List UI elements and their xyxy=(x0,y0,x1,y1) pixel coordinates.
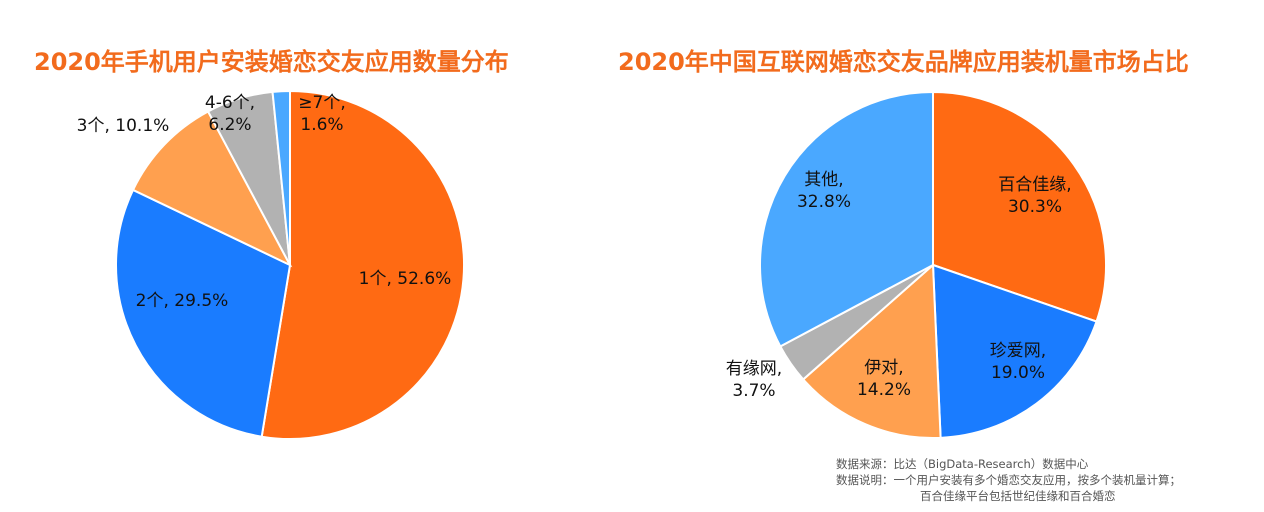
note-line-1: 数据说明：一个用户安装有多个婚恋交友应用，按多个装机量计算； xyxy=(836,473,1181,487)
pie-0-slice-1 xyxy=(115,188,292,438)
pie-1-slice-1 xyxy=(931,263,1098,439)
left-chart-title: 2020年手机用户安装婚恋交友应用数量分布 xyxy=(34,48,509,76)
pie-0-label-2: 3个, 10.1% xyxy=(77,116,170,136)
pie-1-label-0: 百合佳缘, 30.3% xyxy=(998,175,1071,217)
source-line: 数据来源：比达（BigData-Research）数据中心 xyxy=(836,457,1089,471)
pie-1-slice-0 xyxy=(932,90,1107,323)
pie-1-slice-2 xyxy=(801,262,942,439)
pie-0-slice-4 xyxy=(271,89,291,266)
pie-0-label-0: 1个, 52.6% xyxy=(359,269,452,289)
pie-0-slice-0 xyxy=(260,89,466,440)
note-line-2: 百合佳缘平台包括世纪佳缘和百合婚恋 xyxy=(920,489,1116,503)
right-chart-title: 2020年中国互联网婚恋交友品牌应用装机量市场占比 xyxy=(618,48,1189,76)
pie-0-slice-2 xyxy=(131,110,293,268)
pie-0-label-1: 2个, 29.5% xyxy=(136,291,229,311)
left-pie: 1个, 52.6% 2个, 29.5% 3个, 10.1% 4-6个, 6.2% ≥7个,… xyxy=(77,89,466,440)
pie-1-label-2: 伊对, 14.2% xyxy=(857,358,911,400)
right-pie: 百合佳缘, 30.3% 珍爱网, 19.0% 伊对, 14.2% 有缘网, 3.7% 其他, 32… xyxy=(726,90,1107,439)
pie-1-label-4: 其他, 32.8% xyxy=(797,170,851,212)
pie-1-slice-4 xyxy=(759,90,934,348)
pie-1-label-3: 有缘网, 3.7% xyxy=(726,359,782,401)
source-note: 数据来源：比达（BigData-Research）数据中心 数据说明：一个用户安… xyxy=(836,456,1181,504)
pie-0-label-3: 4-6个, 6.2% xyxy=(205,93,255,135)
pie-0-label-4: ≥7个, 1.6% xyxy=(298,93,345,135)
pie-1-label-1: 珍爱网, 19.0% xyxy=(990,341,1046,383)
